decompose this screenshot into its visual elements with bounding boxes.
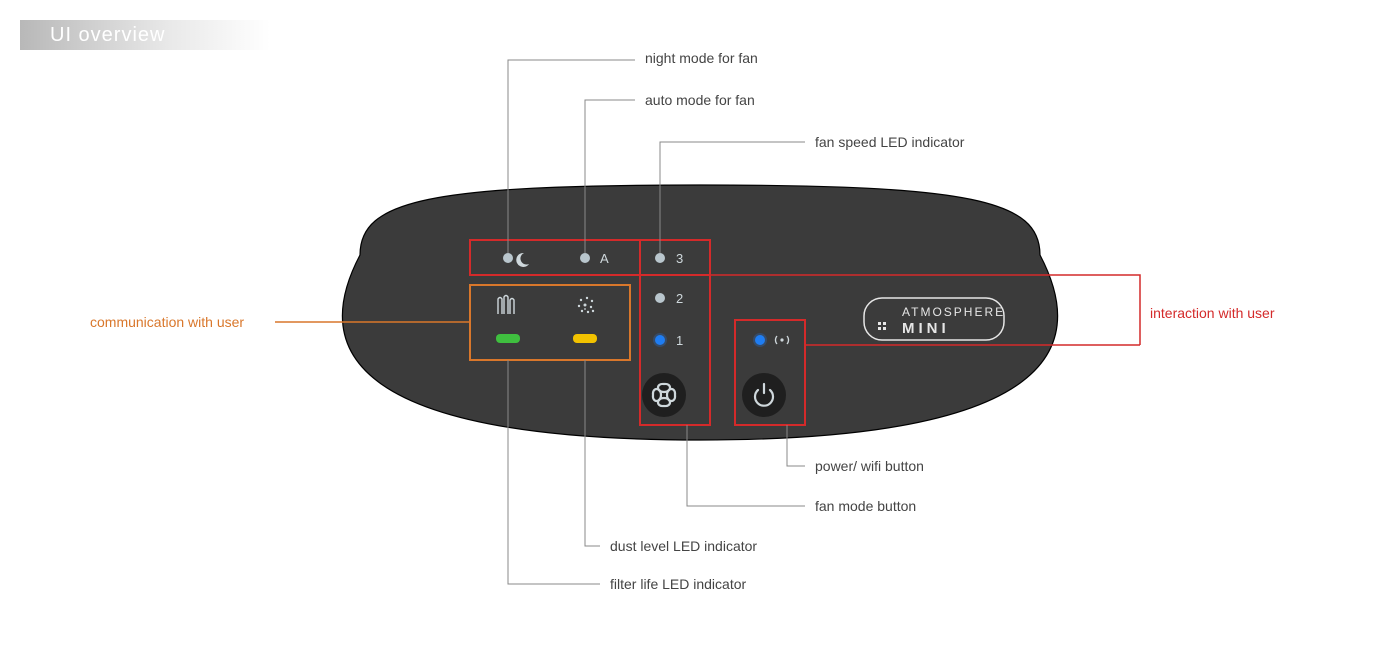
led-night [503,253,513,263]
label-speed-2: 2 [676,291,683,306]
callout-fan-speed: fan speed LED indicator [815,134,964,150]
label-speed-1: 1 [676,333,683,348]
brand-line1: ATMOSPHERE [902,305,1005,319]
label-auto-A: A [600,251,609,266]
fan-mode-button[interactable] [642,373,686,417]
led-speed-1 [655,335,665,345]
label-communication-with-user: communication with user [90,314,244,330]
power-wifi-button[interactable] [742,373,786,417]
led-speed-2 [655,293,665,303]
filter-life-led [496,334,520,343]
callout-power-wifi: power/ wifi button [815,458,924,474]
label-speed-3: 3 [676,251,683,266]
callout-fan-mode-button: fan mode button [815,498,916,514]
callout-night-mode: night mode for fan [645,50,758,66]
led-speed-3 [655,253,665,263]
callout-filter-life: filter life LED indicator [610,576,746,592]
callout-dust-level: dust level LED indicator [610,538,757,554]
dust-level-led [573,334,597,343]
callout-auto-mode: auto mode for fan [645,92,755,108]
led-auto [580,253,590,263]
power-led [755,335,765,345]
brand-line2: MINI [902,320,950,337]
label-interaction-with-user: interaction with user [1150,305,1275,321]
